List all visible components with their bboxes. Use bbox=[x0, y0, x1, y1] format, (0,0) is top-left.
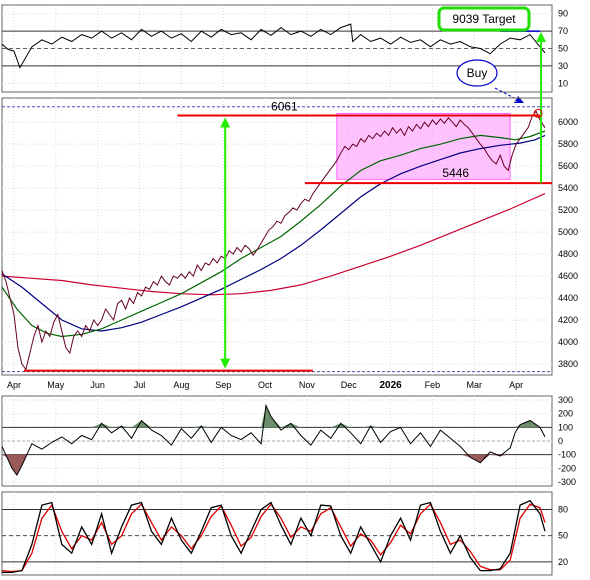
rsi-tick-label: 30 bbox=[558, 61, 568, 71]
price-tick-label: 5200 bbox=[558, 205, 578, 215]
ma-long-line bbox=[1, 193, 546, 296]
month-label: Oct bbox=[258, 380, 273, 390]
price-close-line bbox=[1, 110, 546, 371]
stochastic-tick-label: 50 bbox=[558, 531, 568, 541]
month-label: Mar bbox=[467, 380, 483, 390]
month-label: Apr bbox=[7, 380, 21, 390]
rsi-series-line bbox=[1, 23, 546, 69]
month-label: Aug bbox=[173, 380, 189, 390]
momentum-tick-label: -300 bbox=[558, 477, 576, 487]
recent-high-marker bbox=[533, 108, 543, 118]
price-tick-label: 3800 bbox=[558, 359, 578, 369]
price-tick-label: 6000 bbox=[558, 117, 578, 127]
rsi-panel: 90 70 50 30 10 9039 Target Buy bbox=[1, 4, 568, 103]
buy-ellipse bbox=[456, 59, 498, 87]
momentum-tick-label: 200 bbox=[558, 409, 573, 419]
target-box bbox=[437, 6, 531, 32]
rsi-tick-label: 50 bbox=[558, 44, 568, 54]
resistance-label: 6061 bbox=[271, 99, 298, 113]
momentum-positive-fill bbox=[91, 405, 540, 428]
buy-label: Buy bbox=[467, 66, 488, 80]
momentum-negative-fill bbox=[2, 454, 511, 476]
target-arrowhead bbox=[536, 32, 547, 42]
stochastic-slow-line bbox=[1, 503, 546, 573]
month-label: Apr bbox=[509, 380, 523, 390]
momentum-tick-label: -100 bbox=[558, 450, 576, 460]
price-tick-label: 4200 bbox=[558, 315, 578, 325]
month-label: Feb bbox=[425, 380, 441, 390]
rsi-tick-label: 70 bbox=[558, 26, 568, 36]
month-label: Jun bbox=[90, 380, 105, 390]
price-panel: 6000 5800 5600 5400 5200 5000 4800 4600 4400 4200… bbox=[1, 32, 578, 391]
price-tick-label: 4600 bbox=[558, 271, 578, 281]
price-frame bbox=[1, 97, 553, 376]
month-label: Nov bbox=[299, 380, 316, 390]
momentum-tick-label: 300 bbox=[558, 395, 573, 405]
price-tick-label: 5600 bbox=[558, 161, 578, 171]
momentum-panel: 300 200 100 0 -100 -200 -300 bbox=[1, 395, 576, 487]
month-label: Dec bbox=[341, 380, 358, 390]
measured-move-arrowhead-down bbox=[220, 358, 231, 369]
rsi-tick-label: 90 bbox=[558, 9, 568, 19]
target-label: 9039 Target bbox=[452, 12, 516, 26]
buy-arrowhead bbox=[514, 96, 524, 103]
month-label: Sep bbox=[215, 380, 231, 390]
target-callout: 9039 Target bbox=[437, 6, 531, 32]
month-label: Jul bbox=[134, 380, 146, 390]
stochastic-tick-label: 20 bbox=[558, 557, 568, 567]
price-tick-label: 4400 bbox=[558, 293, 578, 303]
stochastic-fast-line bbox=[2, 499, 546, 574]
momentum-tick-label: -200 bbox=[558, 463, 576, 473]
momentum-tick-label: 0 bbox=[558, 436, 563, 446]
month-label: May bbox=[47, 380, 65, 390]
price-tick-label: 5000 bbox=[558, 227, 578, 237]
measured-move-arrowhead-up bbox=[220, 117, 231, 128]
month-label: 2026 bbox=[379, 380, 402, 391]
momentum-series-line bbox=[1, 403, 546, 477]
price-tick-label: 5400 bbox=[558, 183, 578, 193]
stochastic-frame bbox=[1, 491, 553, 576]
support-label: 5446 bbox=[442, 166, 469, 180]
price-tick-label: 4800 bbox=[558, 249, 578, 259]
rsi-tick-label: 10 bbox=[558, 78, 568, 88]
stochastic-panel: 80 50 20 bbox=[1, 491, 568, 576]
stochastic-tick-label: 80 bbox=[558, 504, 568, 514]
momentum-tick-label: 100 bbox=[558, 422, 573, 432]
ma-short-line bbox=[1, 130, 546, 338]
price-tick-label: 5800 bbox=[558, 139, 578, 149]
price-tick-label: 4000 bbox=[558, 337, 578, 347]
